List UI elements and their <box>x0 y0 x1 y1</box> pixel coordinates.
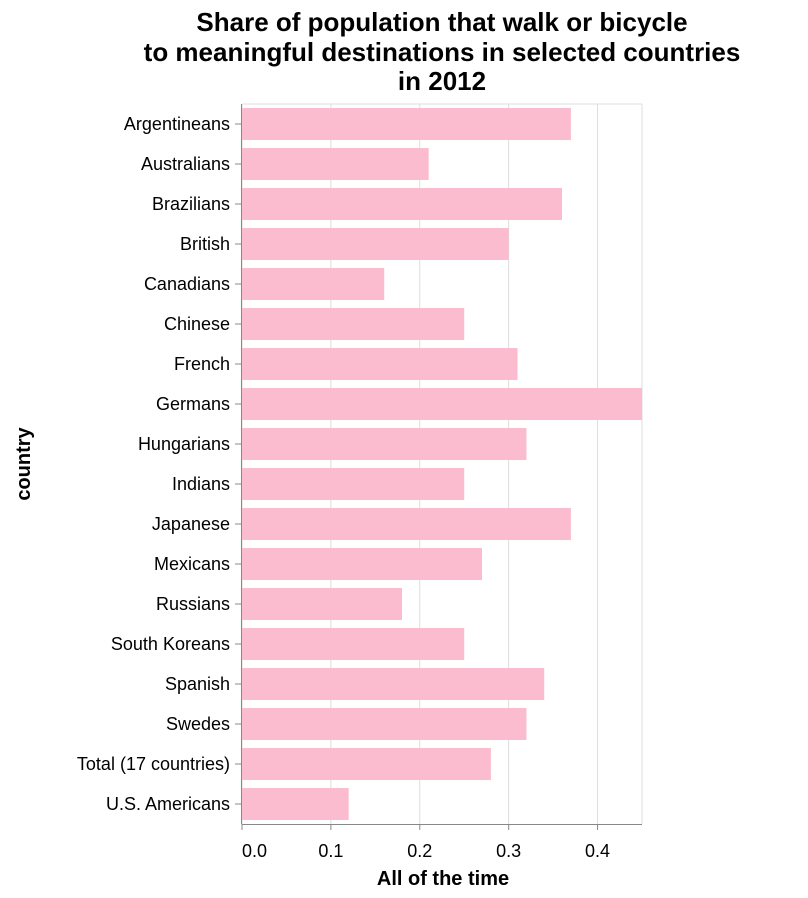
y-axis: Argentineans Australians Brazilians British… <box>77 104 242 824</box>
y-tick-label: Russians <box>156 594 230 614</box>
y-tick-label: Japanese <box>152 514 230 534</box>
chart-title-line: Share of population that walk or bicycle <box>196 7 687 37</box>
y-tick-label: Spanish <box>165 674 230 694</box>
y-tick-label: Brazilians <box>152 194 230 214</box>
y-tick-label: British <box>180 234 230 254</box>
bar <box>242 308 465 340</box>
bar <box>242 628 465 660</box>
y-tick-label: French <box>174 354 230 374</box>
y-tick-label: Indians <box>172 474 230 494</box>
bar <box>242 108 571 140</box>
chart-title: Share of population that walk or bicycle… <box>144 7 741 96</box>
bar <box>242 668 545 700</box>
bars <box>242 108 642 820</box>
bar <box>242 348 518 380</box>
bar <box>242 788 349 820</box>
bar <box>242 428 527 460</box>
x-tick-label: 0.4 <box>585 841 610 861</box>
x-tick-label: 0.0 <box>242 841 267 861</box>
x-tick-label: 0.2 <box>407 841 432 861</box>
y-axis-title: country <box>13 426 35 500</box>
chart-title-line: to meaningful destinations in selected c… <box>144 37 741 67</box>
y-tick-label: South Koreans <box>111 634 230 654</box>
x-axis-title: All of the time <box>377 868 509 890</box>
y-tick-label: Chinese <box>164 314 230 334</box>
bar <box>242 588 402 620</box>
bar <box>242 748 491 780</box>
y-tick-label: Swedes <box>166 714 230 734</box>
y-tick-label: Total (17 countries) <box>77 754 230 774</box>
x-tick-label: 0.1 <box>318 841 343 861</box>
y-tick-label: Germans <box>156 394 230 414</box>
bar <box>242 188 562 220</box>
y-tick-label: Australians <box>141 154 230 174</box>
x-tick-label: 0.3 <box>496 841 521 861</box>
bar <box>242 268 385 300</box>
bar <box>242 468 465 500</box>
y-tick-label: Argentineans <box>124 114 230 134</box>
y-tick-label: U.S. Americans <box>106 794 230 814</box>
bar <box>242 148 429 180</box>
chart-title-line: in 2012 <box>398 66 486 96</box>
y-tick-label: Canadians <box>144 274 230 294</box>
bar <box>242 508 571 540</box>
bar <box>242 388 642 420</box>
bar <box>242 228 509 260</box>
y-tick-label: Hungarians <box>138 434 230 454</box>
bar <box>242 708 527 740</box>
bar <box>242 548 482 580</box>
y-tick-label: Mexicans <box>154 554 230 574</box>
x-axis: 0.0 0.1 0.2 0.3 0.4 <box>241 824 642 861</box>
